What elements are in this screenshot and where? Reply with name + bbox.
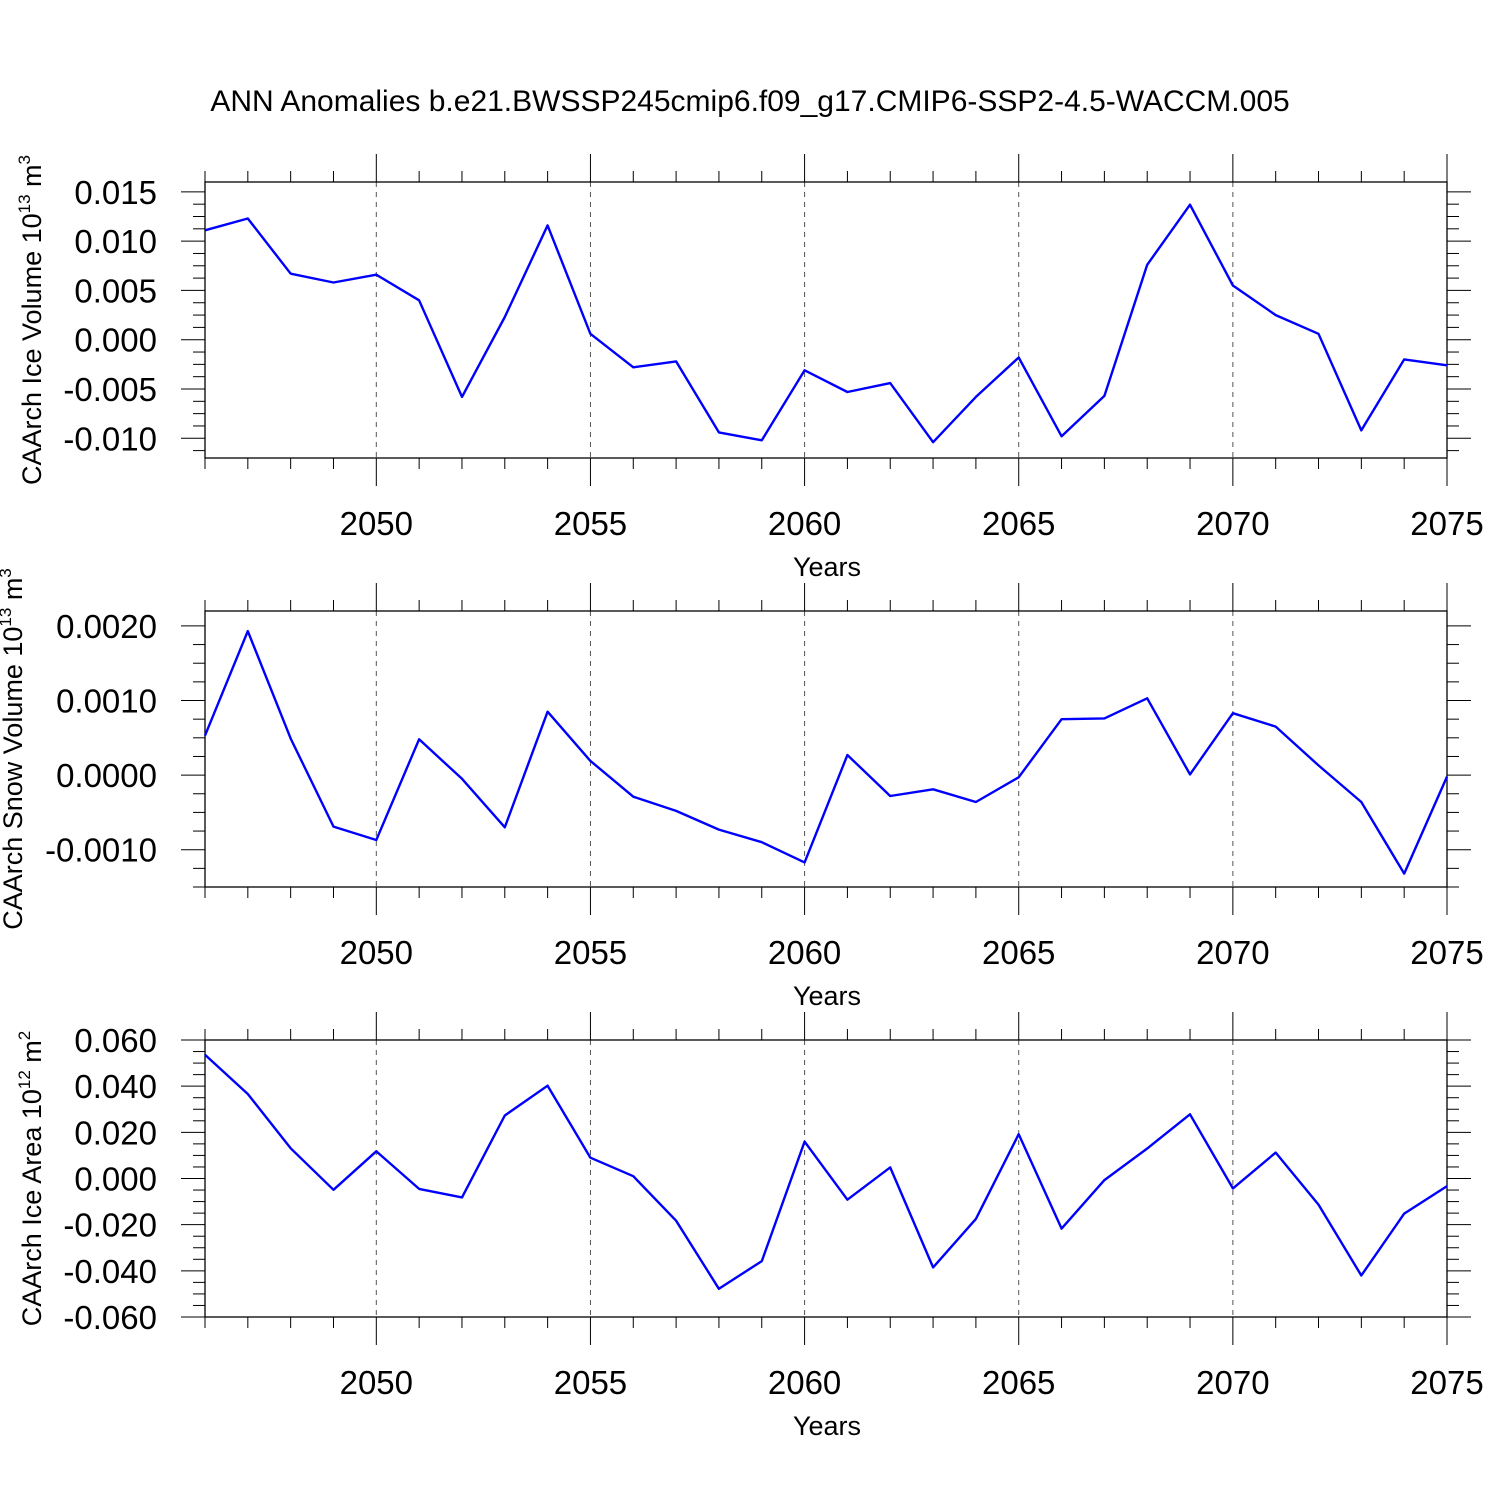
y-axis-title: CAArch Ice Volume 1013 m3 [15, 155, 47, 485]
panel-snow-volume: CAArch Snow Volume 1013 m3 Years -0.0010… [0, 568, 1484, 1011]
y-axis-title-unit: m [17, 1040, 47, 1070]
x-axis-title: Years [793, 981, 861, 1011]
x-tick-label: 2065 [982, 505, 1055, 542]
y-tick-label: -0.0010 [45, 832, 157, 869]
y-axis-title-text: CAArch Ice Area 10 [17, 1089, 47, 1326]
y-axis-title-exponent: 13 [0, 608, 15, 627]
x-tick-label: 2060 [768, 505, 841, 542]
x-tick-label: 2055 [554, 934, 627, 971]
y-axis-title: CAArch Snow Volume 1013 m3 [0, 568, 28, 930]
y-axis-title-text: CAArch Snow Volume 10 [0, 627, 28, 930]
x-tick-label: 2075 [1410, 934, 1483, 971]
y-axis-title-unit: m [0, 578, 28, 608]
plot-frame [204, 181, 1448, 459]
x-axis-title: Years [793, 1411, 861, 1441]
panel-ice-volume: CAArch Ice Volume 1013 m3 Years -0.010 -0… [15, 154, 1484, 582]
series-line [204, 203, 1448, 444]
y-axis-title-unit-exponent: 3 [15, 155, 34, 164]
y-tick-label: 0.040 [74, 1068, 157, 1105]
y-tick-label: 0.005 [74, 272, 157, 309]
x-tick-label: 2070 [1196, 505, 1269, 542]
series-line [204, 1053, 1448, 1291]
x-tick-label: 2055 [554, 1364, 627, 1401]
x-tick-label: 2055 [554, 505, 627, 542]
y-tick-label: 0.0000 [56, 757, 157, 794]
y-tick-label: 0.060 [74, 1022, 157, 1059]
y-tick-label: 0.020 [74, 1114, 157, 1151]
y-tick-label: -0.020 [63, 1207, 157, 1244]
x-tick-label: 2050 [340, 934, 413, 971]
y-tick-label: 0.010 [74, 223, 157, 260]
y-axis-title: CAArch Ice Area 1012 m2 [15, 1031, 47, 1327]
panel-ice-area: CAArch Ice Area 1012 m2 Years -0.060 -0.0… [15, 1012, 1484, 1441]
y-tick-label: -0.060 [63, 1299, 157, 1336]
x-tick-label: 2050 [340, 505, 413, 542]
y-tick-label: -0.005 [63, 371, 157, 408]
y-tick-label: 0.0020 [56, 608, 157, 645]
x-tick-label: 2050 [340, 1364, 413, 1401]
y-tick-label: -0.010 [63, 420, 157, 457]
y-axis-title-exponent: 12 [15, 1070, 34, 1089]
x-tick-label: 2075 [1410, 1364, 1483, 1401]
y-axis-title-text: CAArch Ice Volume 10 [17, 213, 47, 485]
y-tick-label: 0.000 [74, 322, 157, 359]
x-tick-label: 2060 [768, 934, 841, 971]
y-axis-title-unit-exponent: 2 [15, 1031, 34, 1040]
x-tick-label: 2070 [1196, 934, 1269, 971]
y-tick-label: 0.000 [74, 1161, 157, 1198]
y-tick-label: 0.0010 [56, 683, 157, 720]
chart-title: ANN Anomalies b.e21.BWSSP245cmip6.f09_g1… [210, 85, 1289, 118]
x-tick-label: 2065 [982, 934, 1055, 971]
y-axis-title-unit: m [17, 164, 47, 194]
x-tick-label: 2070 [1196, 1364, 1269, 1401]
x-tick-label: 2075 [1410, 505, 1483, 542]
y-tick-label: 0.015 [74, 174, 157, 211]
y-axis-title-exponent: 13 [15, 194, 34, 213]
y-tick-label: -0.040 [63, 1253, 157, 1290]
x-tick-label: 2060 [768, 1364, 841, 1401]
y-axis-title-unit-exponent: 3 [0, 568, 15, 577]
x-tick-label: 2065 [982, 1364, 1055, 1401]
plot-frame [204, 1039, 1448, 1318]
plot-frame [204, 610, 1448, 888]
series-line [203, 629, 1449, 875]
x-axis-title: Years [793, 552, 861, 582]
